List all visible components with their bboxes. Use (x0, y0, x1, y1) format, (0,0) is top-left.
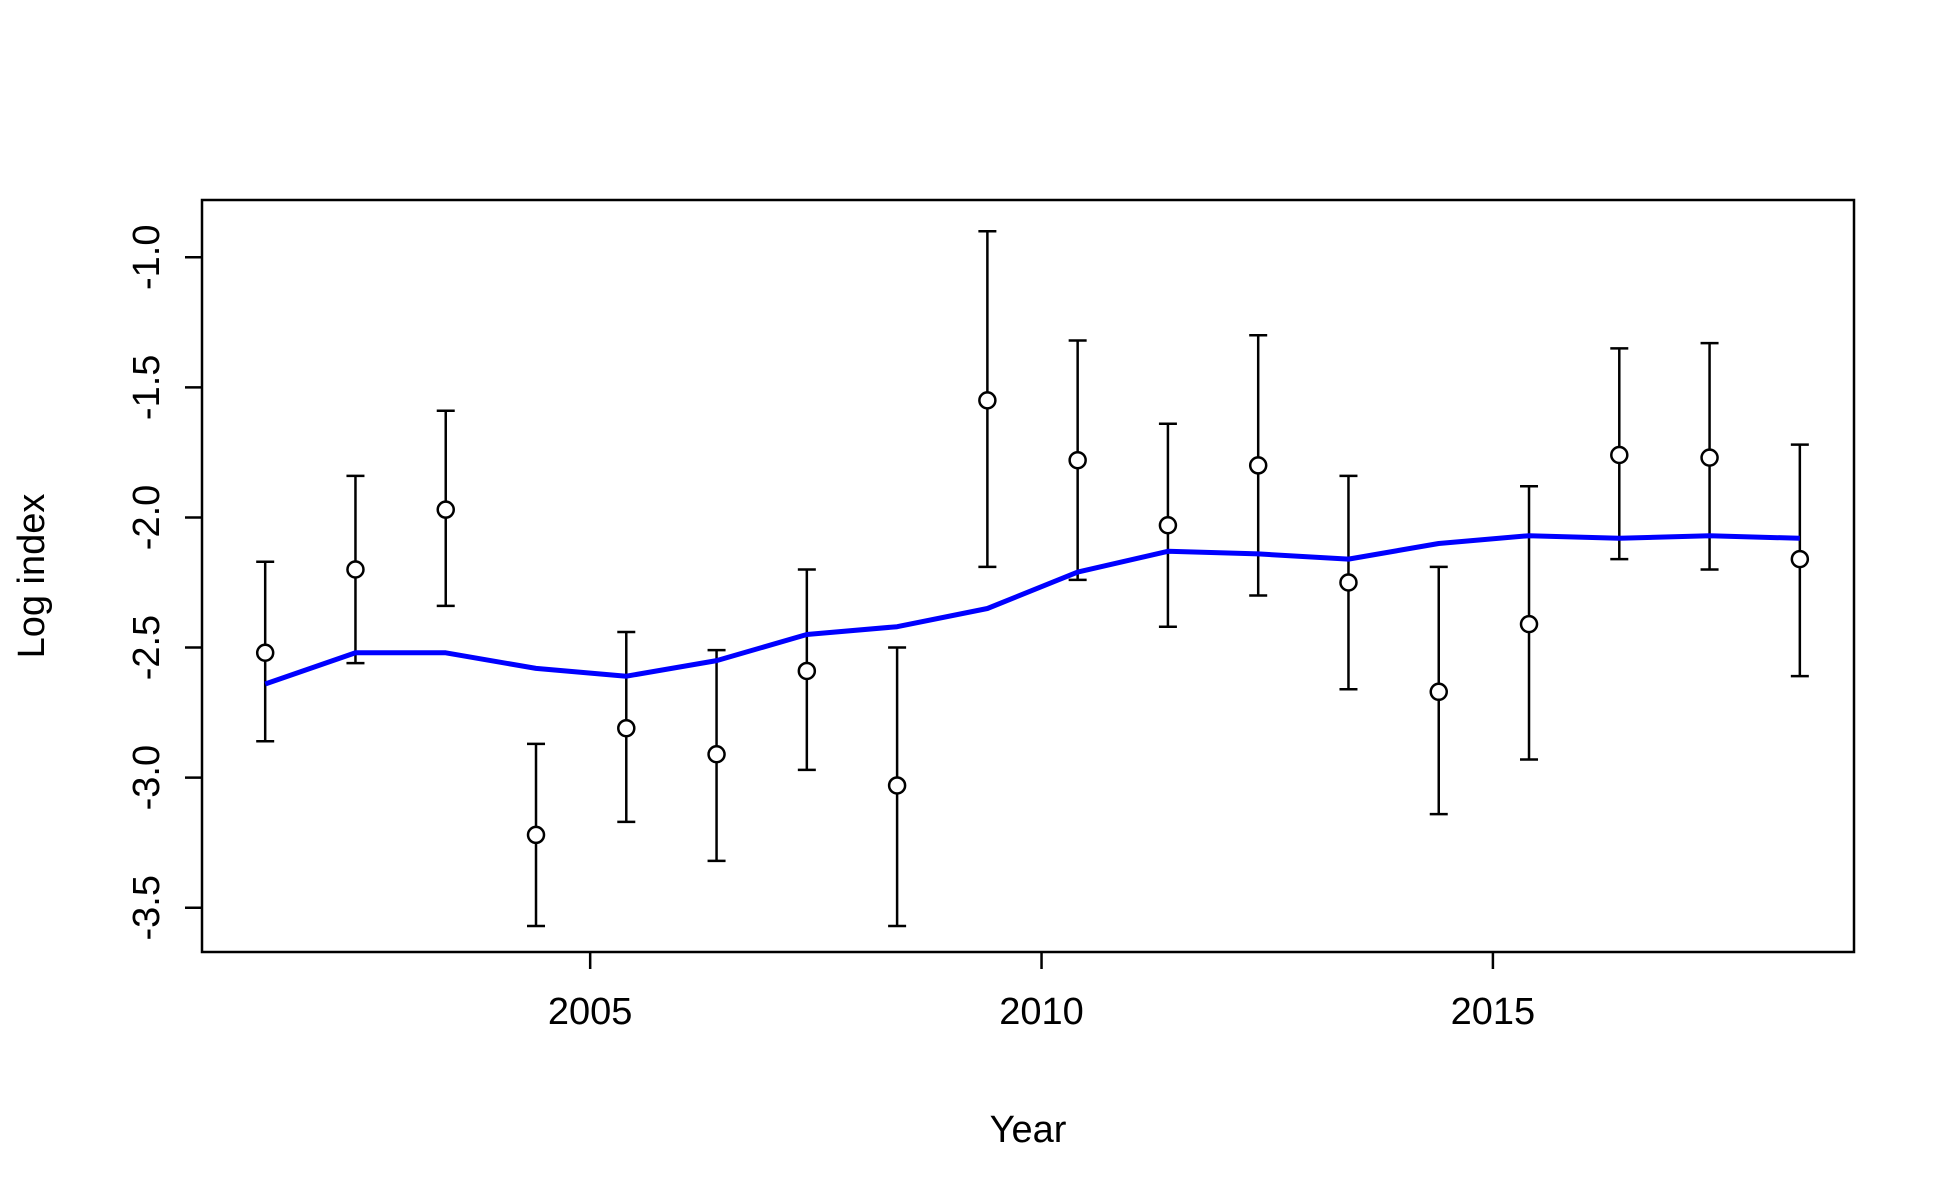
data-point (1339, 573, 1358, 592)
y-tick-label: -3.0 (126, 745, 168, 810)
data-point (1068, 450, 1087, 470)
y-axis-title: Log index (11, 494, 53, 659)
y-tick-label: -2.5 (126, 615, 168, 680)
data-point (1158, 516, 1178, 535)
data-point (707, 744, 726, 764)
data-point (797, 661, 817, 681)
data-point (436, 500, 455, 519)
x-axis-title: Year (990, 1109, 1067, 1151)
x-tick-label: 2005 (548, 991, 633, 1033)
y-axis: -3.5 -3.0 -2.5 -2.0 -1.5 -1.0 (126, 225, 202, 941)
data-point (1790, 549, 1810, 569)
y-tick-label: -3.5 (126, 875, 168, 940)
data-point (887, 776, 907, 795)
data-point (1248, 456, 1268, 475)
y-tick-label: -2.0 (126, 485, 168, 550)
fitted-line-series (264, 533, 1800, 687)
error-bars (256, 229, 1809, 928)
data-point (1429, 682, 1448, 702)
data-point (1700, 448, 1719, 467)
data-point (1610, 445, 1629, 465)
x-axis: 2005 2010 2015 (548, 952, 1535, 1033)
data-point (978, 391, 997, 410)
data-point (526, 825, 546, 845)
fitted-line (264, 533, 1800, 687)
x-tick-label: 2015 (1451, 991, 1536, 1033)
data-point (617, 718, 636, 738)
y-tick-label: -1.5 (126, 355, 168, 420)
observed-points (255, 391, 1810, 845)
y-tick-label: -1.0 (126, 225, 168, 290)
x-tick-label: 2010 (999, 991, 1084, 1033)
data-point (1519, 614, 1539, 634)
data-point (346, 560, 365, 579)
plot-frame (200, 198, 1856, 954)
data-point (255, 643, 275, 663)
